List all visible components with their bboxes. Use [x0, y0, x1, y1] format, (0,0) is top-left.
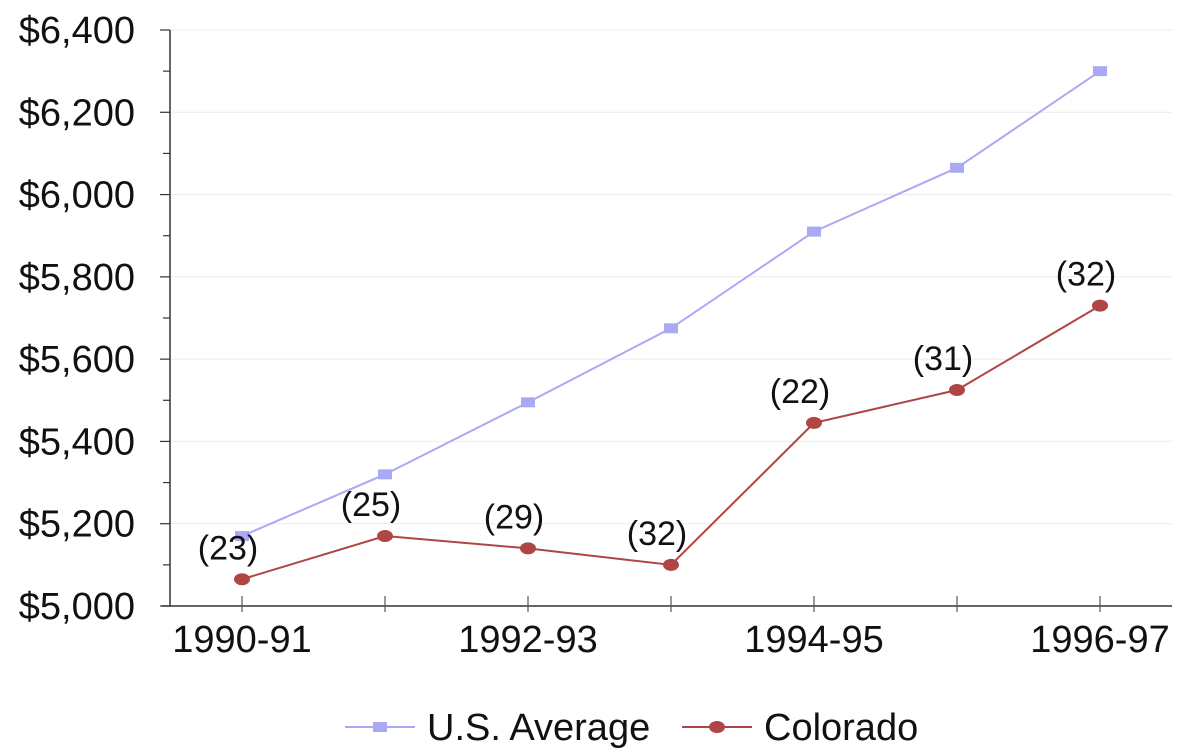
data-point — [234, 573, 250, 586]
data-point — [378, 469, 392, 480]
y-tick-label: $6,200 — [19, 92, 135, 134]
legend-label: U.S. Average — [427, 707, 650, 749]
series-line — [241, 70, 1101, 537]
y-tick-label: $5,800 — [19, 257, 135, 299]
data-point — [949, 384, 965, 396]
data-point — [664, 323, 678, 334]
x-tick-label: 1994-95 — [744, 619, 883, 661]
data-label: (32) — [627, 515, 687, 553]
legend-marker — [709, 721, 725, 733]
legend-item: Colorado — [682, 707, 918, 749]
data-point — [521, 397, 535, 408]
data-label: (29) — [484, 498, 544, 536]
data-point — [807, 226, 821, 237]
series-us-average — [235, 66, 1107, 542]
y-axis-ticks: $5,000 $5,200 $5,400 $5,600 $5,800 $6,000 $6,2… — [19, 10, 170, 628]
series-layer — [234, 66, 1108, 586]
x-tick-label: 1996-97 — [1030, 619, 1169, 661]
legend-label: Colorado — [764, 707, 918, 749]
data-label: (32) — [1056, 256, 1116, 294]
data-point — [520, 542, 536, 555]
series-colorado — [234, 299, 1108, 586]
x-axis-ticks: 1990-91 1992-93 1994-95 1996-97 — [172, 596, 1170, 661]
data-label: (23) — [198, 529, 258, 567]
legend: U.S. Average Colorado — [345, 707, 918, 749]
legend-item: U.S. Average — [345, 707, 650, 749]
data-label: (22) — [770, 373, 830, 411]
data-label: (31) — [913, 340, 973, 378]
data-point — [235, 531, 249, 542]
data-point — [1092, 299, 1108, 312]
y-tick-label: $6,400 — [19, 10, 135, 52]
data-point — [663, 558, 679, 571]
y-tick-label: $5,000 — [19, 586, 135, 628]
data-point — [1093, 66, 1107, 77]
y-tick-label: $6,000 — [19, 175, 135, 217]
x-tick-label: 1990-91 — [172, 619, 311, 661]
y-tick-label: $5,400 — [19, 421, 135, 463]
data-point — [806, 416, 822, 429]
data-labels: (23) (25) (29) (32) (22) (31) (32) — [198, 256, 1116, 568]
legend-marker — [373, 722, 387, 732]
data-label: (25) — [341, 486, 401, 524]
y-tick-label: $5,600 — [19, 339, 135, 381]
gridlines — [170, 29, 1172, 525]
data-point — [950, 162, 964, 173]
x-tick-label: 1992-93 — [458, 619, 597, 661]
y-tick-label: $5,200 — [19, 504, 135, 546]
data-point — [377, 530, 393, 543]
